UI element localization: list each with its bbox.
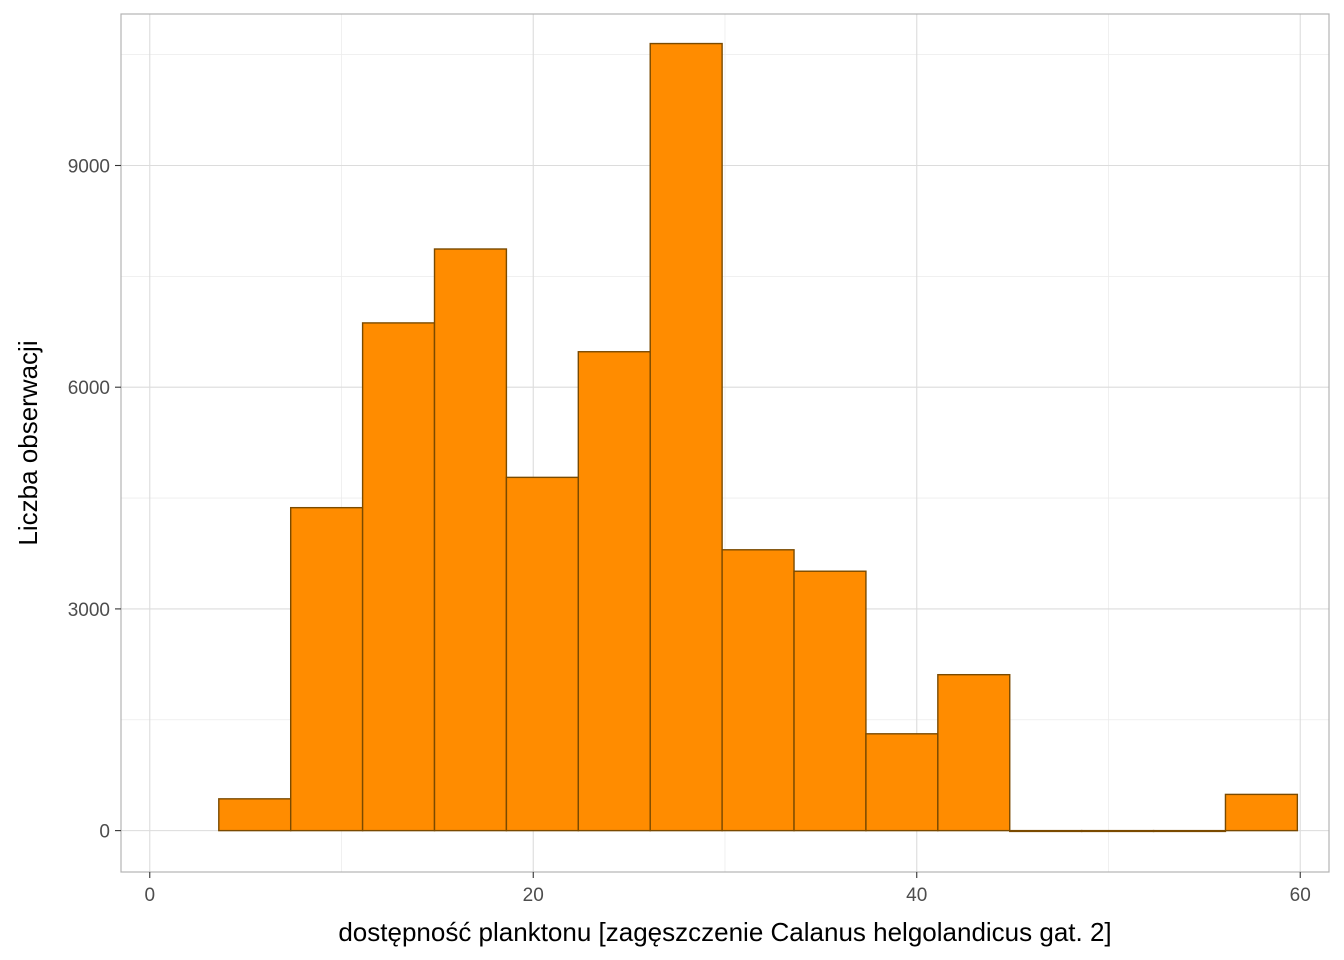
- panel-border: [120, 13, 1330, 873]
- x-tick-label: 20: [523, 885, 544, 906]
- histogram-bar-12: [1009, 829, 1083, 833]
- grid-lines: [121, 14, 1329, 872]
- x-tick-label: 60: [1290, 885, 1311, 906]
- histogram-bars: [218, 42, 1299, 833]
- histogram-bar-5: [505, 476, 580, 832]
- y-tick-label: 9000: [68, 156, 110, 177]
- histogram-bar-11: [937, 673, 1011, 832]
- histogram-bar-7: [649, 42, 723, 832]
- x-axis-title: dostępność planktonu [zagęszczenie Calan…: [338, 917, 1111, 947]
- histogram-bar-4: [433, 248, 508, 832]
- histogram-bar-14: [1152, 829, 1227, 833]
- y-tick-label: 0: [99, 822, 110, 843]
- histogram-bar-15: [1224, 793, 1299, 832]
- histogram-bar-6: [577, 351, 651, 832]
- axis-ticks: 0 20 40 60 0 3000 6000 9000: [68, 156, 1311, 906]
- histogram-bar-9: [793, 570, 867, 832]
- y-tick-label: 3000: [68, 600, 110, 621]
- histogram-bar-2: [289, 506, 364, 832]
- histogram-bar-10: [865, 733, 939, 832]
- histogram-bar-13: [1080, 829, 1155, 833]
- y-axis-title: Liczba obserwacji: [13, 340, 43, 545]
- histogram-bar-3: [361, 322, 436, 832]
- y-tick-label: 6000: [68, 378, 110, 399]
- x-tick-label: 0: [144, 885, 155, 906]
- x-tick-label: 40: [906, 885, 927, 906]
- histogram-bar-1: [218, 798, 292, 832]
- histogram-bar-8: [721, 549, 795, 832]
